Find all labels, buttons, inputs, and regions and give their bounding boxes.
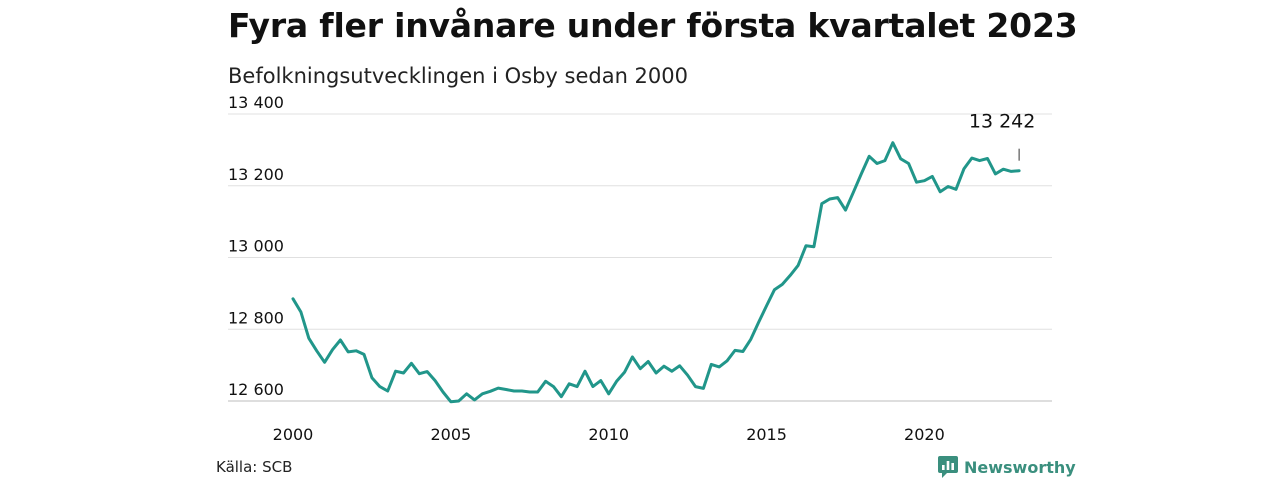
x-tick-label: 2000 <box>273 425 314 444</box>
x-tick-label: 2005 <box>430 425 471 444</box>
gridlines <box>228 113 1052 402</box>
x-tick-label: 2020 <box>904 425 945 444</box>
y-axis-ticks: 12 600 12 800 13 000 13 200 13 400 <box>228 93 284 399</box>
y-tick-label: 13 200 <box>228 165 284 184</box>
chart-title: Fyra fler invånare under första kvartale… <box>228 6 1078 45</box>
x-axis-ticks: 2000 2005 2010 2015 2020 <box>273 425 945 444</box>
annotation-last-value: 13 242 <box>969 111 1035 133</box>
y-tick-label: 12 800 <box>228 308 284 327</box>
y-tick-label: 12 600 <box>228 380 284 399</box>
x-tick-label: 2010 <box>588 425 629 444</box>
brand-name: Newsworthy <box>964 457 1076 477</box>
brand-logo: Newsworthy <box>938 456 1076 478</box>
chart-subtitle: Befolkningsutvecklingen i Osby sedan 200… <box>228 64 689 88</box>
y-tick-label: 13 400 <box>228 93 284 112</box>
y-tick-label: 13 000 <box>228 237 284 256</box>
chart-speech-bubble-icon <box>938 456 958 478</box>
series-line-population <box>291 141 1021 404</box>
source-note: Källa: SCB <box>216 458 293 476</box>
x-tick-label: 2015 <box>746 425 787 444</box>
